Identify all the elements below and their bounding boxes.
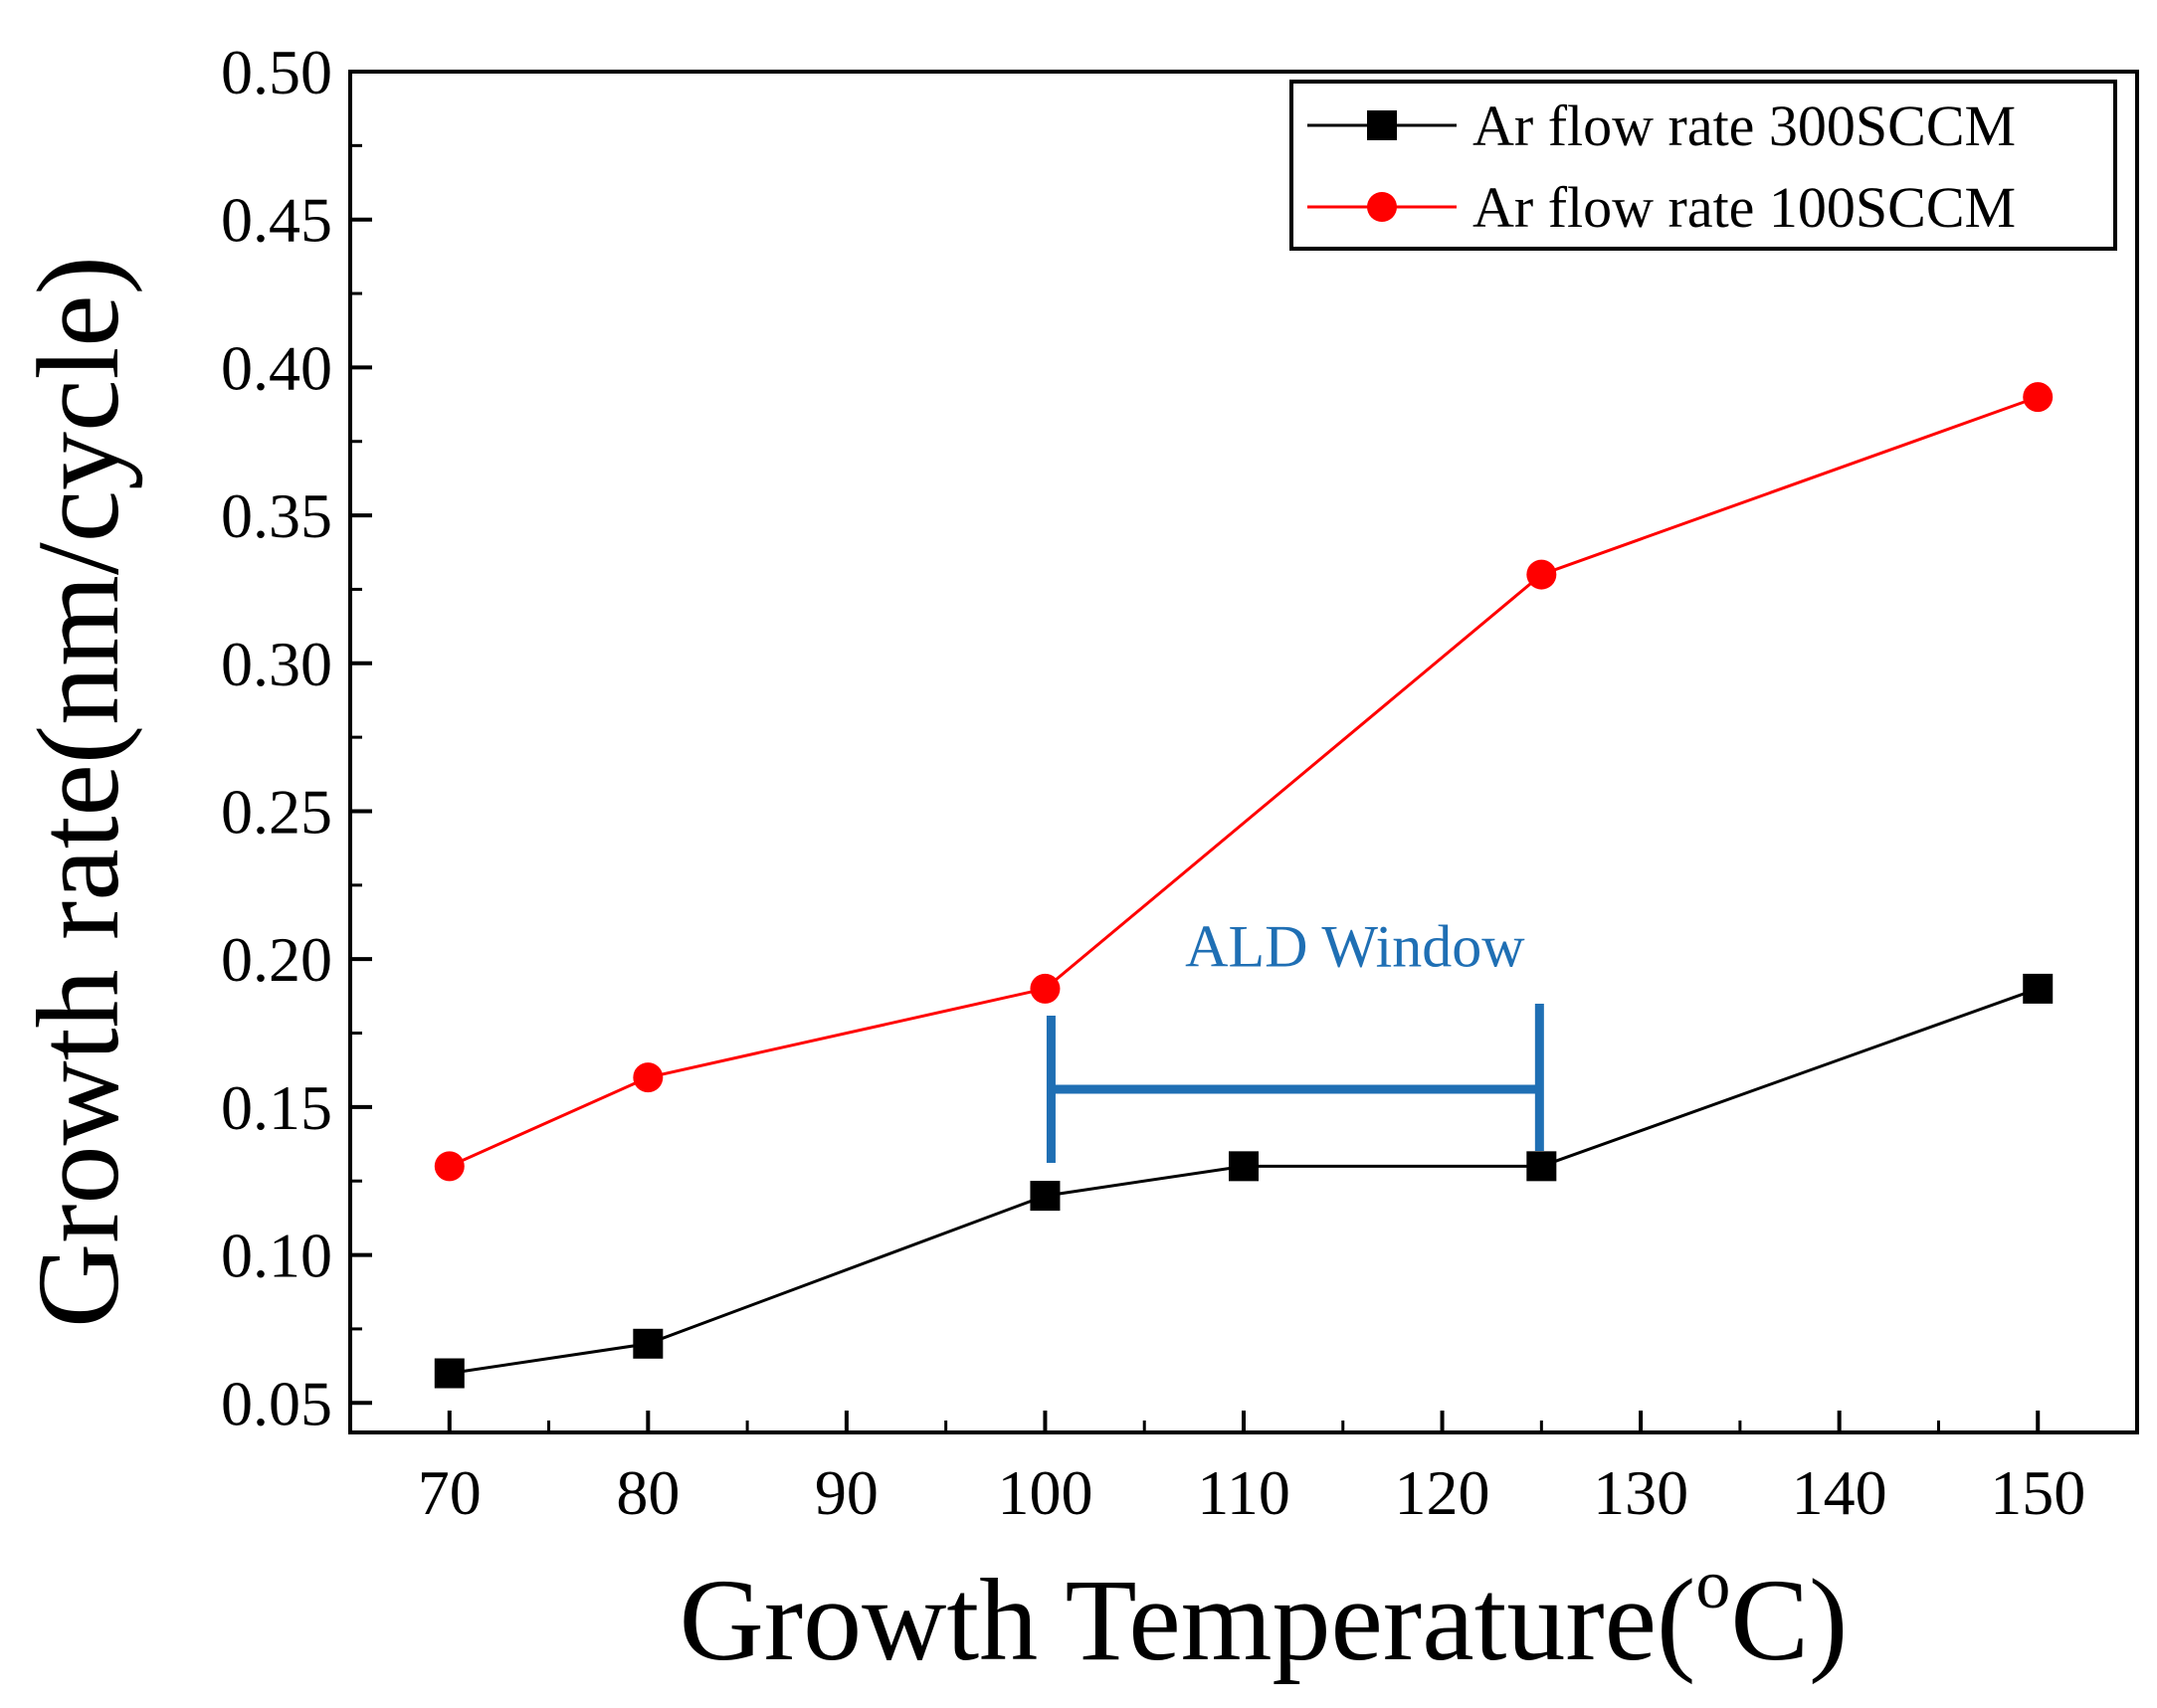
axis-ticks <box>350 70 2041 1432</box>
y-tick-label: 0.25 <box>221 776 332 847</box>
x-tick-label: 100 <box>997 1457 1092 1528</box>
data-point-circle <box>633 1062 664 1093</box>
y-tick-label: 0.40 <box>221 332 332 403</box>
data-point-circle <box>2023 382 2054 413</box>
data-point-circle <box>434 1151 465 1182</box>
y-tick-label: 0.10 <box>221 1221 332 1291</box>
legend-marker-circle <box>1367 192 1397 222</box>
data-point-square <box>1526 1151 1557 1182</box>
x-tick-label: 90 <box>815 1457 879 1528</box>
legend-box <box>1289 80 2117 251</box>
y-tick-label: 0.15 <box>221 1072 332 1143</box>
y-tick-label: 0.05 <box>221 1368 332 1438</box>
x-tick-label: 70 <box>418 1457 482 1528</box>
data-point-circle <box>1526 559 1557 590</box>
legend-item-1: Ar flow rate 300SCCM <box>1307 94 2016 158</box>
series-2 <box>434 382 2054 1182</box>
x-axis-title-suffix: C) <box>1730 1555 1848 1685</box>
x-tick-labels: 70 80 90 100 110 120 130 140 150 <box>418 1457 2085 1528</box>
x-tick-label: 140 <box>1792 1457 1887 1528</box>
data-point-square <box>1229 1151 1259 1182</box>
y-tick-label: 0.20 <box>221 924 332 995</box>
plot-area-frame <box>348 70 2139 1434</box>
x-tick-label: 150 <box>1990 1457 2085 1528</box>
x-axis-title: Growth Temperature(oC) <box>680 1547 1849 1685</box>
legend-marker-square <box>1367 110 1397 140</box>
series-1 <box>434 973 2054 1389</box>
y-tick-label: 0.35 <box>221 480 332 551</box>
data-point-square <box>1030 1181 1061 1212</box>
data-point-square <box>2023 973 2054 1004</box>
legend-label: Ar flow rate 300SCCM <box>1472 94 2016 158</box>
legend-item-2: Ar flow rate 100SCCM <box>1307 175 2016 240</box>
legend-label: Ar flow rate 100SCCM <box>1472 175 2016 240</box>
series-line <box>449 395 2039 1168</box>
data-point-square <box>633 1328 664 1359</box>
series-layer <box>434 382 2054 1389</box>
y-tick-labels: 0.05 0.10 0.15 0.20 0.25 0.30 0.35 0.40 0.45 0.50 <box>221 37 332 1438</box>
data-point-square <box>434 1358 465 1389</box>
x-axis-title-main: Growth Temperature( <box>680 1555 1696 1685</box>
y-axis-title: Growth rate(nm/cycle) <box>13 256 143 1328</box>
x-tick-label: 130 <box>1593 1457 1688 1528</box>
x-tick-label: 120 <box>1395 1457 1490 1528</box>
ald-window-annotation: ALD Window <box>1046 913 1544 1164</box>
y-tick-label: 0.50 <box>221 37 332 107</box>
legend: Ar flow rate 300SCCM Ar flow rate 100SCCM <box>1289 80 2117 251</box>
series-line <box>449 987 2039 1376</box>
ald-window-label: ALD Window <box>1185 913 1525 979</box>
y-tick-label: 0.30 <box>221 629 332 699</box>
x-tick-label: 110 <box>1197 1457 1290 1528</box>
x-axis-title-superscript: o <box>1695 1547 1730 1623</box>
data-point-circle <box>1030 973 1061 1004</box>
y-tick-label: 0.45 <box>221 185 332 256</box>
x-tick-label: 80 <box>616 1457 680 1528</box>
